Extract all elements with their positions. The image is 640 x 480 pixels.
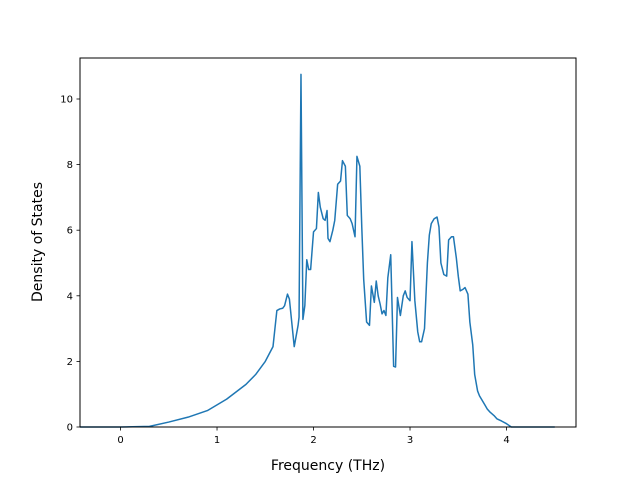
- y-tick-label: 8: [67, 160, 73, 171]
- x-tick-label: 3: [407, 435, 413, 446]
- axes-frame: [79, 57, 577, 428]
- y-axis-title: Density of States: [30, 182, 46, 302]
- x-axis-title: Frequency (THz): [271, 458, 385, 474]
- y-tick-label: 0: [67, 423, 73, 434]
- y-tick-label: 2: [67, 357, 73, 368]
- axis-ticks: 0 1 2 3 4 0 2 4 6 8 10: [60, 95, 509, 447]
- dos-series-line: [80, 73, 555, 428]
- x-tick-label: 4: [503, 435, 509, 446]
- y-tick-label: 6: [67, 226, 73, 237]
- plot-area: [80, 73, 555, 428]
- x-tick-label: 0: [117, 435, 123, 446]
- y-tick-label: 10: [60, 95, 73, 106]
- x-tick-label: 1: [214, 435, 220, 446]
- y-tick-label: 4: [67, 291, 73, 302]
- x-tick-label: 2: [310, 435, 316, 446]
